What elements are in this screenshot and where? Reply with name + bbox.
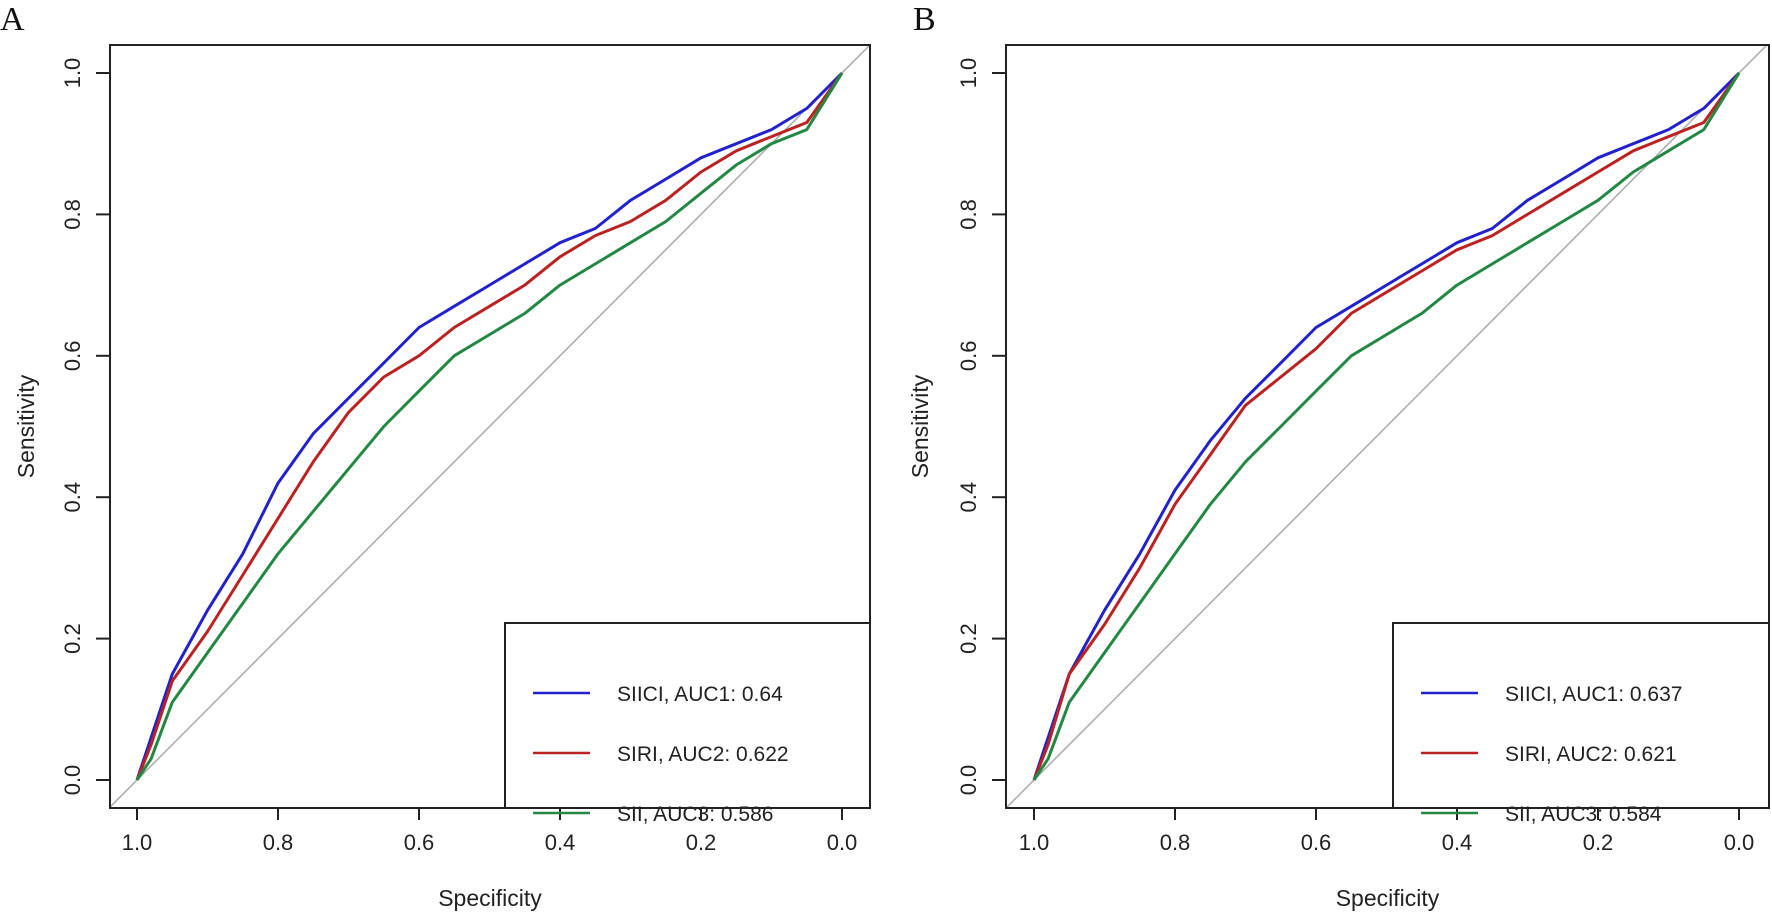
- x-axis-label: Specificity: [438, 885, 542, 911]
- roc-curve-2: [135, 72, 844, 781]
- roc-curve-1: [135, 72, 844, 781]
- legend-box: [504, 622, 871, 809]
- roc-curve-0: [1032, 71, 1741, 781]
- y-tick-label: 0.6: [956, 341, 981, 372]
- plot-frame: [1005, 44, 1770, 809]
- x-tick-label: 0.0: [827, 830, 858, 855]
- x-tick-label: 0.6: [1301, 830, 1332, 855]
- y-tick-label: 0.0: [60, 765, 85, 796]
- legend: SIICI, AUC1: 0.64 SIRI, AUC2: 0.622 SII, A…: [504, 622, 871, 826]
- y-tick-label: 0.4: [60, 482, 85, 513]
- panel-label: B: [913, 1, 936, 38]
- y-tick-label: 1.0: [60, 58, 85, 89]
- legend-entry: SII, AUC3: 0.586: [617, 803, 773, 826]
- plot-frame: [109, 44, 871, 809]
- x-tick-label: 0.0: [1724, 830, 1755, 855]
- roc-curve-0: [135, 71, 844, 781]
- y-tick-label: 1.0: [956, 58, 981, 89]
- x-axis-label: Specificity: [1336, 885, 1440, 911]
- legend-entry: SIRI, AUC2: 0.622: [617, 743, 789, 766]
- x-tick-label: 1.0: [122, 830, 153, 855]
- y-axis-label: Sensitivity: [907, 374, 933, 478]
- reference-diagonal: [1006, 45, 1768, 808]
- x-tick-label: 0.4: [1442, 830, 1473, 855]
- legend-entry: SIICI, AUC1: 0.637: [1505, 683, 1682, 706]
- y-tick-label: 0.8: [60, 199, 85, 230]
- x-tick-label: 0.2: [686, 830, 717, 855]
- legend-box: [1392, 622, 1770, 809]
- legend-entry: SII, AUC3: 0.584: [1505, 803, 1662, 826]
- x-tick-label: 0.6: [404, 830, 435, 855]
- panel-b: B 1.0 0.8 0.6 0.4 0.2 0.0 0.0 0.2 0.4 0.6 0.8 1.0 Spe…: [907, 1, 1770, 911]
- reference-diagonal: [110, 45, 870, 808]
- x-tick-label: 0.8: [1160, 830, 1191, 855]
- legend-entry: SIRI, AUC2: 0.621: [1505, 743, 1677, 766]
- panel-label: A: [0, 1, 25, 38]
- y-axis-label: Sensitivity: [13, 374, 39, 478]
- x-tick-label: 0.2: [1583, 830, 1614, 855]
- y-tick-label: 0.2: [60, 623, 85, 654]
- y-tick-label: 0.2: [956, 623, 981, 654]
- plot-area: [1006, 45, 1768, 808]
- x-tick-label: 0.8: [263, 830, 294, 855]
- y-tick-label: 0.6: [60, 341, 85, 372]
- legend: SIICI, AUC1: 0.637 SIRI, AUC2: 0.621 SII, …: [1392, 622, 1770, 826]
- y-tick-label: 0.0: [956, 765, 981, 796]
- y-tick-label: 0.4: [956, 482, 981, 513]
- x-tick-label: 1.0: [1019, 830, 1050, 855]
- plot-area: [110, 45, 870, 808]
- panel-a: A 1.0 0.8 0.6 0.4 0.2 0.0 0.0 0.2 0.4 0.6 0.8 1.0 Spe…: [0, 1, 871, 911]
- y-tick-label: 0.8: [956, 199, 981, 230]
- roc-curve-2: [1032, 72, 1741, 781]
- roc-curve-1: [1032, 72, 1741, 781]
- legend-entry: SIICI, AUC1: 0.64: [617, 683, 783, 706]
- x-tick-label: 0.4: [545, 830, 576, 855]
